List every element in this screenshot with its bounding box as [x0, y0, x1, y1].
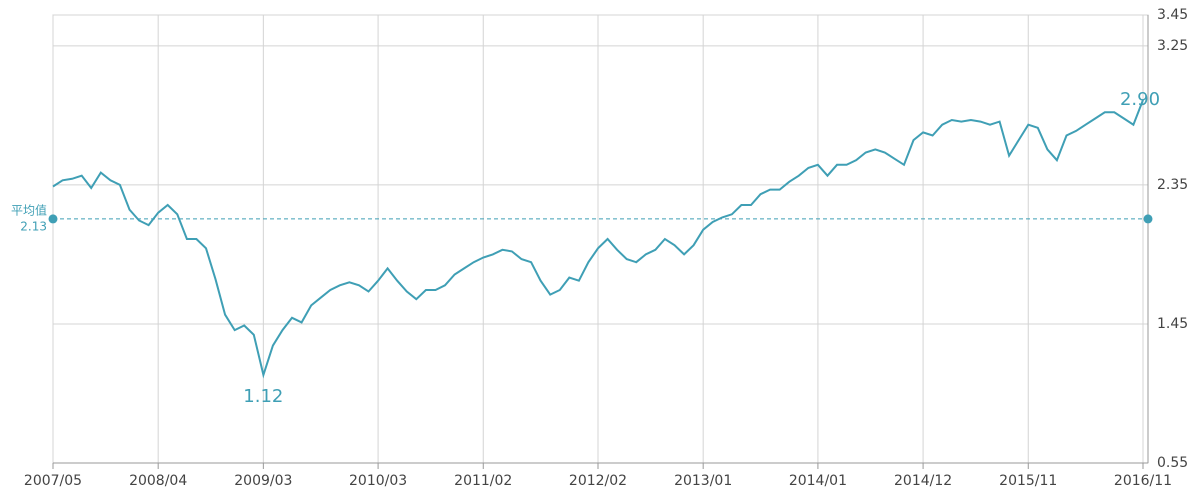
x-tick-label: 2008/04: [129, 473, 187, 489]
x-tick-label: 2012/02: [569, 473, 627, 489]
x-tick-label: 2013/01: [674, 473, 732, 489]
line-series: [52, 99, 1144, 379]
average-dot: [1143, 214, 1153, 224]
y-tick-label: 1.45: [1157, 316, 1188, 332]
y-tick-label: 3.45: [1157, 7, 1188, 23]
x-tick-label: 2014/01: [789, 473, 847, 489]
plot-border: [52, 14, 1149, 464]
x-tick-label: 2007/05: [24, 473, 82, 489]
x-tick-label: 2015/11: [999, 473, 1057, 489]
x-tick-label: 2014/12: [894, 473, 952, 489]
y-tick-label: 2.35: [1157, 177, 1188, 193]
annotation: 2.90: [1120, 89, 1160, 110]
y-tick-label: 0.55: [1157, 455, 1188, 471]
average-value: 2.13: [20, 219, 47, 233]
annotation: 1.12: [243, 386, 283, 407]
average-dot: [48, 214, 58, 224]
x-tick-label: 2009/03: [234, 473, 292, 489]
average-label: 平均值: [11, 202, 47, 217]
x-tick-label: 2010/03: [349, 473, 407, 489]
x-tick-label: 2016/11: [1114, 473, 1172, 489]
y-tick-label: 3.25: [1157, 38, 1188, 54]
x-tick-label: 2011/02: [454, 473, 512, 489]
